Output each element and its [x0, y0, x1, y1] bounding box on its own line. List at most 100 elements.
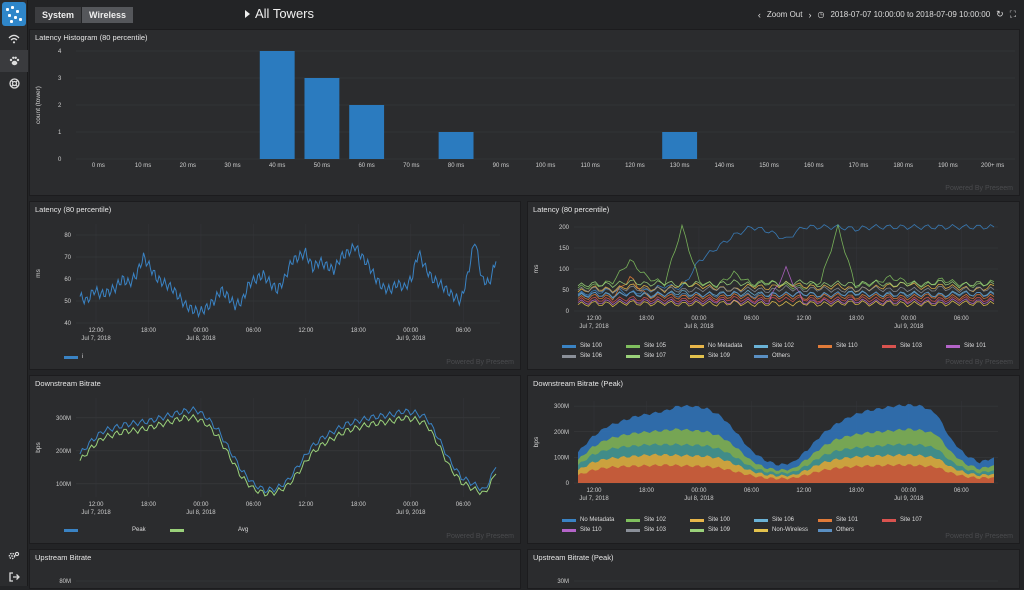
- legend-item[interactable]: Site 109: [690, 527, 730, 533]
- x-tick-label: 90 ms: [493, 163, 509, 169]
- y-tick-label: 300M: [56, 416, 71, 422]
- series-line-site-106: [577, 284, 995, 294]
- x-tick-date: Jul 7, 2018: [579, 496, 609, 502]
- y-tick-label: 2: [58, 103, 62, 109]
- series-line-site-105: [577, 223, 995, 290]
- legend-label: Peak: [132, 527, 146, 533]
- legend-label: Site 103: [900, 343, 923, 349]
- top-bar: System Wireless All Towers ‹ Zoom Out › …: [28, 0, 1024, 30]
- latency-panel: Latency (80 percentile) 40 50 60 70 80 ms 12:0…: [29, 201, 521, 370]
- legend-item[interactable]: Site 107: [626, 353, 666, 359]
- legend-item[interactable]: Site 105: [626, 343, 666, 349]
- legend-item[interactable]: Peak: [64, 527, 146, 533]
- legend-item[interactable]: Others: [818, 527, 854, 533]
- chevron-right-icon[interactable]: ›: [808, 9, 812, 20]
- legend-item[interactable]: Site 103: [626, 527, 666, 533]
- fullscreen-icon[interactable]: ⛶: [1009, 9, 1016, 19]
- x-tick-label: 110 ms: [581, 163, 600, 169]
- settings-nav-button[interactable]: [0, 545, 28, 567]
- x-tick-label: 18:00: [849, 488, 865, 494]
- towers-nav-button[interactable]: [0, 50, 28, 72]
- tab-system[interactable]: System: [35, 7, 82, 23]
- legend-label: Site 106: [772, 517, 795, 523]
- legend-swatch: [562, 528, 576, 532]
- legend-item[interactable]: Site 106: [754, 517, 794, 523]
- legend-swatch: [562, 518, 576, 522]
- legend-item[interactable]: Site 102: [626, 517, 666, 523]
- support-nav-button[interactable]: [0, 72, 28, 94]
- legend-label: Site 109: [708, 527, 731, 533]
- legend-item[interactable]: i: [64, 354, 83, 360]
- legend-label: Site 103: [644, 527, 667, 533]
- x-tick-label: 12:00: [586, 488, 602, 494]
- x-tick-label: 150 ms: [759, 163, 779, 169]
- wireless-nav-button[interactable]: [0, 28, 28, 50]
- upstream-peak-chart: 30M: [557, 579, 998, 585]
- x-tick-label: 50 ms: [314, 163, 330, 169]
- page-title-group[interactable]: All Towers: [245, 6, 314, 21]
- legend-item[interactable]: Site 103: [882, 343, 922, 349]
- upstream-peak-panel: Upstream Bitrate (Peak) 30M: [527, 549, 1020, 589]
- x-tick-date: Jul 7, 2018: [579, 324, 609, 330]
- x-tick-label: 12:00: [796, 316, 812, 322]
- x-tick-label: 80 ms: [448, 163, 464, 169]
- legend-item[interactable]: Others: [754, 353, 790, 359]
- legend-swatch: [690, 518, 704, 522]
- legend-item[interactable]: Site 100: [562, 343, 602, 349]
- downstream-bitrate-panel: Downstream Bitrate 100M 200M 300M bps 12:00 J…: [29, 375, 521, 544]
- legend-item[interactable]: Avg: [170, 527, 248, 533]
- histogram-bar: [438, 132, 474, 159]
- logout-nav-button[interactable]: [0, 566, 28, 588]
- legend-item[interactable]: Site 110: [562, 527, 602, 533]
- legend-item[interactable]: Site 107: [882, 517, 922, 523]
- downstream-legend: Peak Avg: [64, 527, 364, 537]
- chevron-left-icon[interactable]: ‹: [757, 9, 761, 20]
- legend-item[interactable]: Site 102: [754, 343, 794, 349]
- x-tick-label: 18:00: [351, 328, 367, 334]
- legend-item[interactable]: No Metadata: [690, 343, 742, 349]
- x-tick-label: 190 ms: [938, 163, 958, 169]
- panel-title: Latency (80 percentile): [533, 205, 610, 214]
- latency-by-site-panel: Latency (80 percentile) 0 50 100 150 200 ms 12…: [527, 201, 1020, 370]
- y-tick-label: 300M: [554, 404, 569, 410]
- tab-wireless[interactable]: Wireless: [81, 7, 133, 23]
- page-title: All Towers: [255, 6, 315, 21]
- x-tick-label: 18:00: [639, 488, 655, 494]
- legend-label: No Metadata: [580, 517, 615, 523]
- legend-label: i: [82, 354, 84, 360]
- y-tick-label: 50: [64, 299, 71, 305]
- legend-item[interactable]: Non-Wireless: [754, 527, 808, 533]
- legend-label: Site 109: [708, 353, 731, 359]
- legend-item[interactable]: Site 106: [562, 353, 602, 359]
- y-tick-label: 0: [58, 157, 62, 163]
- legend-swatch: [754, 344, 768, 348]
- x-tick-label: 200+ ms: [981, 163, 1004, 169]
- series-line-site-110: [577, 275, 995, 301]
- legend-item[interactable]: Site 109: [690, 353, 730, 359]
- x-tick-label: 12:00: [586, 316, 602, 322]
- y-tick-label: 200: [559, 225, 570, 231]
- x-tick-label: 12:00: [88, 502, 104, 508]
- x-tick-label: 00:00: [691, 316, 707, 322]
- legend-item[interactable]: Site 110: [818, 343, 858, 349]
- y-axis-label: ms: [35, 268, 42, 277]
- downstream-peak-panel: Downstream Bitrate (Peak) 0 100M 200M 300M b…: [527, 375, 1020, 544]
- legend-item[interactable]: Site 101: [946, 343, 986, 349]
- legend-item[interactable]: Site 100: [690, 517, 730, 523]
- legend-item[interactable]: No Metadata: [562, 517, 614, 523]
- x-tick-label: 30 ms: [224, 163, 240, 169]
- x-tick-label: 18:00: [351, 502, 367, 508]
- legend-label: Site 105: [644, 343, 667, 349]
- preseem-logo[interactable]: [2, 2, 26, 26]
- paw-icon: [9, 56, 19, 66]
- legend-item[interactable]: Site 101: [818, 517, 858, 523]
- time-range-picker[interactable]: 2018-07-07 10:00:00 to 2018-07-09 10:00:…: [830, 10, 991, 19]
- series-line-i: [79, 242, 497, 319]
- histogram-bar: [662, 132, 698, 159]
- refresh-icon[interactable]: ↻: [996, 9, 1004, 19]
- legend-swatch: [690, 528, 704, 532]
- x-tick-label: 18:00: [849, 316, 865, 322]
- legend-label: Site 106: [580, 353, 603, 359]
- zoom-out-button[interactable]: Zoom Out: [766, 10, 803, 19]
- x-tick-label: 00:00: [193, 328, 209, 334]
